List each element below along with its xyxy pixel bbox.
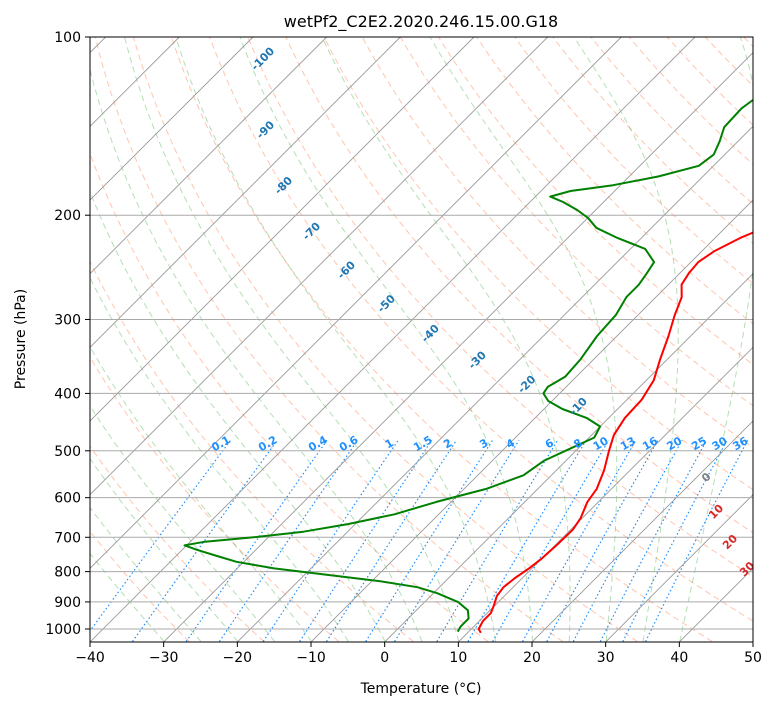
y-tick-label: 600 [54,491,81,507]
moist-adiabat [90,405,275,642]
isotherm-line [90,37,696,642]
mixing-ratio-line [299,439,433,642]
dry-adiabat [132,37,638,642]
isotherm-line [163,52,753,642]
moist-adiabat [573,37,679,642]
dry-adiabat [90,356,340,642]
isotherm-line [311,199,753,642]
moist-adiabat [90,506,202,642]
mixing-ratio-line [522,439,637,642]
x-tick-label: 0 [380,650,389,666]
isotherm-line [532,420,753,642]
y-tick-label: 200 [54,208,81,224]
x-axis-label: Temperature (°C) [360,681,482,697]
profiles [183,98,753,634]
x-tick-label: −20 [223,650,253,666]
dry-adiabat [285,37,753,534]
x-tick-label: −10 [296,650,326,666]
y-tick-label: 700 [54,530,81,546]
y-axis-label: Pressure (hPa) [13,289,29,389]
isotherm-line [90,37,401,348]
x-tick-label: 40 [670,650,688,666]
mixing-ratio-line [572,440,683,642]
mixing-ratio-line [365,439,494,642]
y-tick-label: 300 [54,312,81,328]
mixing-ratio-line [262,439,399,642]
dry-adiabat [90,152,489,642]
x-tick-label: 20 [523,650,541,666]
mixing-ratio-line [326,439,458,642]
mixing-ratio-line [218,439,359,642]
dry-adiabat [399,37,753,407]
plot-frame [89,36,754,643]
x-tick-label: −30 [149,650,179,666]
axes: −40 −30 −20 −10 0 10 20 30 40 50 100 200 300 400 500 60… [45,30,762,666]
moist-adiabat [239,37,533,642]
isotherm-line [384,273,753,642]
isotherm-line [90,37,327,275]
y-tick-label: 800 [54,565,81,581]
isotherm-line [90,37,254,201]
moist-adiabat [90,67,423,642]
dry-adiabat [90,260,414,642]
dewpoint-profile [183,98,753,633]
mixing-ratio-line [645,440,749,642]
x-tick-label: 30 [597,650,615,666]
y-tick-label: 900 [54,595,81,611]
mixing-ratio-line [436,439,559,642]
y-tick-label: 1000 [45,622,81,638]
dry-adiabat [247,37,753,578]
moist-adiabat [175,37,497,642]
mixing-ratio-line [467,439,587,642]
x-tick-label: −40 [75,650,105,666]
isotherm-line [458,346,753,642]
dry-adiabats [90,37,753,642]
isotherm-line [237,125,753,642]
moist-adiabat [679,37,753,642]
x-tick-label: 10 [449,650,467,666]
x-tick-label: 50 [744,650,762,666]
dry-adiabat [209,37,753,622]
isotherm-line [605,494,753,642]
moist-adiabat [90,552,165,642]
pressure-gridlines [90,37,753,630]
moist-adiabat [90,457,239,642]
isotherm-line [90,37,622,569]
moist-adiabat [321,37,571,642]
dry-adiabat [90,445,265,642]
mixing-ratio-line [90,439,232,632]
isotherm-line [90,37,548,496]
plot-area: 0.1 0.2 0.4 0.6 1 1.5 2 3 4 6 8 10 13 16 20 25 30 36-100-… [90,37,753,642]
chart-title: wetPf2_C2E2.2020.246.15.00.G18 [284,12,558,32]
y-tick-label: 100 [54,30,81,46]
moist-adiabats [90,37,753,642]
dry-adiabat [94,37,564,642]
y-tick-label: 500 [54,444,81,460]
dry-adiabat [361,37,753,449]
moist-adiabat [124,37,460,642]
mixing-ratio-line [546,440,659,642]
isotherm-line [90,37,475,422]
moist-adiabat [429,37,618,642]
moist-adiabat [90,190,386,642]
temperature-profile [477,231,753,634]
y-tick-label: 400 [54,386,81,402]
moist-adiabat [90,276,349,642]
mixing-ratio-line [185,439,328,642]
dry-adiabat [323,37,753,491]
isotherms [90,37,753,642]
